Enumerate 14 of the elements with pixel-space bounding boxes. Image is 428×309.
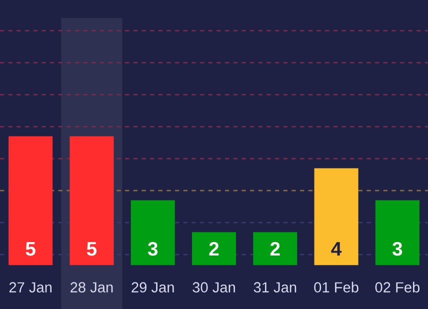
data-label: 5 <box>26 242 36 256</box>
x-tick-label: 01 Feb <box>314 282 358 292</box>
data-label: 3 <box>392 242 402 256</box>
data-label: 4 <box>331 242 342 256</box>
x-tick-label: 28 Jan <box>70 282 113 292</box>
x-tick-label: 29 Jan <box>132 282 174 292</box>
x-tick-label: 02 Feb <box>375 282 420 292</box>
data-label: 2 <box>209 242 219 256</box>
x-tick-label: 31 Jan <box>254 282 296 292</box>
x-tick-label: 30 Jan <box>192 282 235 292</box>
data-label: 2 <box>270 242 280 256</box>
x-tick-label: 27 Jan <box>9 282 52 292</box>
data-label: 3 <box>148 242 158 256</box>
data-label: 5 <box>86 242 97 256</box>
